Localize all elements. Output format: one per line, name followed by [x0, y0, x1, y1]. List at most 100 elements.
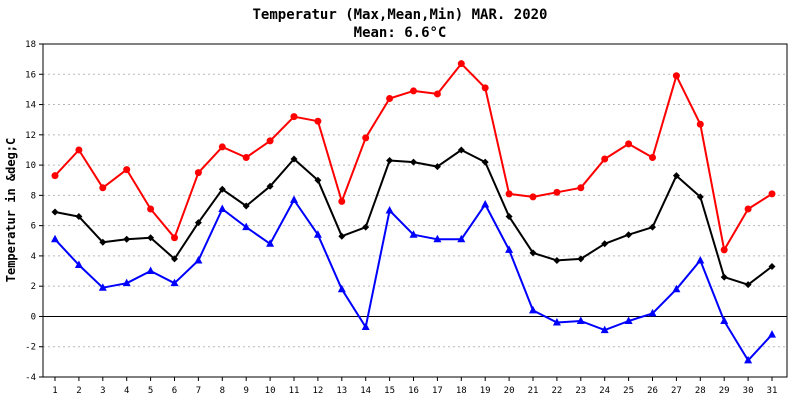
series-2-point — [361, 322, 370, 331]
series-1-point — [171, 255, 178, 263]
series-0-point — [696, 120, 704, 128]
chart-subtitle: Mean: 6.6°C — [354, 25, 447, 41]
series-1-point — [649, 223, 656, 231]
series-0-point — [314, 117, 322, 125]
series-1-point — [338, 232, 346, 240]
chart-title: Temperatur (Max,Mean,Min) MAR. 2020 — [252, 7, 547, 23]
series-2-point — [433, 234, 442, 243]
x-tick-label: 21 — [528, 386, 539, 396]
series-1-point — [362, 223, 370, 231]
y-tick-label: 16 — [25, 70, 36, 80]
series-0-point — [75, 146, 83, 154]
series-0-point — [744, 205, 752, 213]
series-2-point — [744, 355, 753, 364]
series-2-point — [505, 245, 514, 253]
series-2-point — [529, 305, 537, 314]
x-tick-label: 3 — [100, 386, 105, 396]
series-0-point — [362, 134, 370, 142]
series-2-point — [51, 234, 59, 243]
series-2-point — [194, 255, 203, 264]
y-tick-label: 4 — [31, 252, 36, 262]
x-tick-label: 2 — [76, 386, 81, 396]
series-0-point — [99, 184, 107, 192]
series-0-point — [242, 154, 250, 162]
series-0-point — [290, 113, 298, 121]
series-2-point — [98, 283, 107, 291]
y-tick-label: 2 — [31, 282, 36, 292]
series-2-point — [552, 318, 561, 326]
series-2-point — [409, 230, 418, 238]
series-2-point — [648, 308, 657, 317]
series-2-point — [337, 284, 346, 293]
series-1-point — [601, 240, 609, 248]
y-tick-label: 10 — [25, 161, 36, 171]
y-tick-label: 6 — [31, 222, 36, 232]
series-2-point — [457, 234, 466, 243]
series-layer — [51, 60, 776, 364]
x-tick-label: 31 — [767, 386, 778, 396]
series-0-point — [601, 155, 609, 163]
x-tick-label: 29 — [719, 386, 730, 396]
series-0-point — [505, 190, 513, 198]
series-0-point — [51, 172, 59, 180]
series-2-point — [696, 255, 705, 264]
x-tick-label: 25 — [623, 386, 634, 396]
series-1-point — [99, 238, 107, 246]
series-0-point — [553, 188, 561, 196]
series-2-point — [720, 316, 729, 324]
x-tick-label: 26 — [647, 386, 658, 396]
series-1-point — [505, 213, 513, 221]
series-1-point — [553, 256, 561, 264]
x-tick-label: 28 — [695, 386, 706, 396]
y-tick-label: -2 — [25, 343, 36, 353]
x-tick-label: 6 — [172, 386, 177, 396]
x-tick-label: 27 — [671, 386, 682, 396]
series-2-point — [146, 266, 155, 275]
series-2-point — [576, 316, 585, 324]
y-tick-label: 14 — [25, 101, 36, 111]
series-2-point — [768, 330, 776, 338]
x-tick-label: 20 — [504, 386, 515, 396]
series-1-point — [75, 213, 83, 221]
series-1-point — [194, 219, 202, 227]
series-1-point — [744, 281, 752, 289]
series-1-point — [147, 234, 155, 242]
x-tick-label: 11 — [289, 386, 300, 396]
y-tick-label: 18 — [25, 40, 36, 50]
x-tick-label: 4 — [124, 386, 129, 396]
series-1-point — [123, 235, 131, 243]
x-tick-label: 9 — [243, 386, 248, 396]
grid-layer — [43, 73, 787, 348]
x-tick-label: 19 — [480, 386, 491, 396]
series-2-point — [481, 199, 490, 208]
x-tick-label: 7 — [196, 386, 201, 396]
series-1-point — [51, 208, 59, 216]
y-tick-label: 8 — [31, 191, 36, 201]
series-1-point — [577, 255, 585, 263]
series-1-point — [625, 231, 633, 239]
x-tick-label: 17 — [432, 386, 443, 396]
series-1-point — [242, 202, 250, 210]
x-tick-label: 12 — [312, 386, 323, 396]
series-2-point — [266, 239, 275, 247]
series-1-point — [290, 155, 298, 163]
series-0-point — [338, 197, 346, 205]
x-tick-label: 24 — [599, 386, 610, 396]
series-2-point — [290, 195, 298, 203]
series-2-point — [672, 284, 681, 293]
series-0-point — [433, 90, 441, 98]
series-2-point — [74, 260, 83, 268]
series-0-point — [577, 184, 585, 192]
x-tick-label: 1 — [52, 386, 57, 396]
series-0-point — [720, 246, 728, 254]
x-tick-label: 5 — [148, 386, 153, 396]
x-tick-label: 22 — [551, 386, 562, 396]
series-0-point — [672, 72, 680, 80]
series-0-point — [194, 169, 202, 177]
series-0-point — [266, 137, 274, 145]
series-1-point — [266, 182, 274, 190]
series-0-point — [218, 143, 226, 151]
series-2-point — [600, 325, 609, 334]
